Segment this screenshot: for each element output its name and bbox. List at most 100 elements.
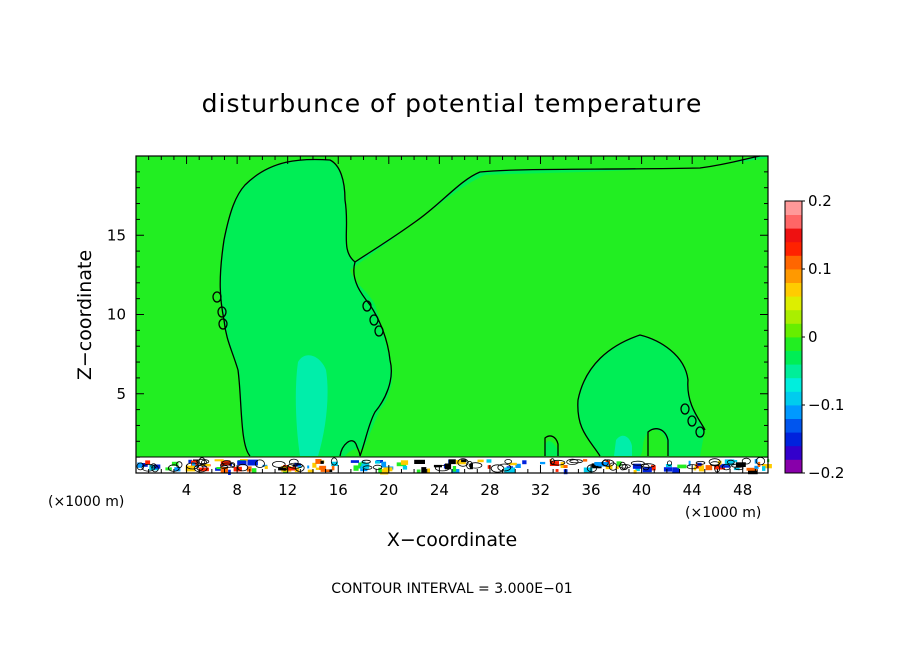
surface-contour-loop [640,463,655,468]
surface-noise-mark [456,459,466,465]
colorbar-segment [785,255,802,270]
surface-contour-loop [150,463,157,469]
surface-contour-loop [237,463,249,472]
surface-noise-mark [331,465,335,471]
surface-noise-mark [307,469,314,473]
colorbar-segment [785,241,802,256]
x-tick-label: 16 [329,481,348,499]
surface-contour-loop [621,464,628,471]
surface-noise-mark [247,459,258,466]
x-tick-label: 12 [278,481,297,499]
surface-contour-loop [434,465,450,472]
colorbar-segment [785,269,802,283]
surface-noise-mark [319,465,327,470]
surface-noise-mark [298,465,302,468]
surface-noise-mark [402,465,408,470]
surface-contour-loop [721,463,731,471]
surface-noise-mark [171,461,179,466]
surface-contour-loop [731,463,745,468]
contour-small-loop [695,426,705,438]
surface-noise-mark [378,467,382,473]
surface-contour-loop [201,459,208,465]
surface-noise-mark [137,462,142,468]
surface-noise-mark [188,459,193,463]
colorbar-tick-label: −0.1 [808,396,844,414]
surface-noise-mark [233,466,242,472]
surface-noise-mark [477,459,484,463]
surface-noise-mark [251,468,257,473]
colorbar-tick-label: 0 [808,328,818,346]
x-tick-label: 24 [430,481,449,499]
contour-small-loop [212,291,222,303]
surface-noise-mark [762,466,766,471]
surface-noise-mark [555,469,559,472]
surface-noise-mark [509,462,517,466]
surface-noise-mark [651,465,656,471]
surface-contour-loop [457,458,469,467]
surface-contour-loop [602,459,609,467]
surface-contour-loop [569,459,583,464]
surface-noise-mark [380,469,389,475]
surface-noise-mark [375,460,381,464]
surface-noise-mark [320,460,324,464]
surface-contour-loop [196,458,210,464]
colorbar-segment [785,296,802,311]
surface-contour-loop [230,462,236,468]
surface-noise-mark [320,469,330,472]
surface-noise-mark [312,462,317,468]
contour-small-hump-b [647,428,669,456]
surface-contour-loop [466,460,473,470]
surface-noise-mark [400,460,409,465]
surface-noise-mark [735,462,746,467]
surface-noise-mark [381,461,387,468]
contour-right-dome [577,334,706,457]
minimum-plume-left [295,355,328,456]
surface-contour-loop [271,460,286,468]
surface-noise-mark [486,459,492,463]
surface-noise-mark [754,465,759,469]
x-tick-label: 32 [531,481,550,499]
contour-small-loop [217,306,227,318]
contour-lines [212,155,761,457]
x-unit-right: (×1000 m) [685,505,761,521]
surface-noise-mark [635,466,640,472]
colorbar-segment [785,418,802,433]
colorbar-tick-label: 0.2 [808,192,832,210]
colorbar-tick-label: −0.2 [808,464,844,482]
surface-noise-mark [191,462,198,468]
surface-noise-mark [663,467,673,472]
surface-contour-loop [726,459,735,465]
contour-mid-descent [353,261,392,457]
contour-small-loop [369,314,379,326]
surface-noise-mark [487,465,491,469]
y-axis-label: Z−coordinate [74,250,96,380]
surface-noise-mark [145,460,151,465]
surface-noise-mark [237,460,247,466]
surface-noise-mark [632,463,642,469]
surface-noise-mark [427,468,430,473]
minimum-plume-right [614,435,632,456]
x-tick-label: 48 [733,481,752,499]
colorbar-segment [785,459,802,474]
surface-noise-mark [421,467,427,473]
surface-noise-mark [746,467,757,471]
surface-contour-loop [667,460,673,466]
surface-noise-mark [214,459,224,462]
surface-noise-mark [448,459,456,465]
contour-small-loop [687,415,697,427]
chart-title: disturbunce of potential temperature [202,89,703,118]
surface-noise-mark [698,466,705,472]
surface-noise-mark [583,459,588,462]
colorbar-segment [785,445,802,460]
surface-noise-mark [583,467,593,473]
colorbar-segment [785,309,802,324]
surface-contour-loop [281,465,288,471]
y-tick-label: 5 [116,385,126,403]
surface-noise-mark [264,465,268,469]
x-tick-label: 36 [581,481,600,499]
surface-noise-mark [515,463,521,468]
surface-noise-mark [461,459,467,463]
surface-noise-mark [563,465,568,468]
surface-noise-mark [504,467,515,474]
